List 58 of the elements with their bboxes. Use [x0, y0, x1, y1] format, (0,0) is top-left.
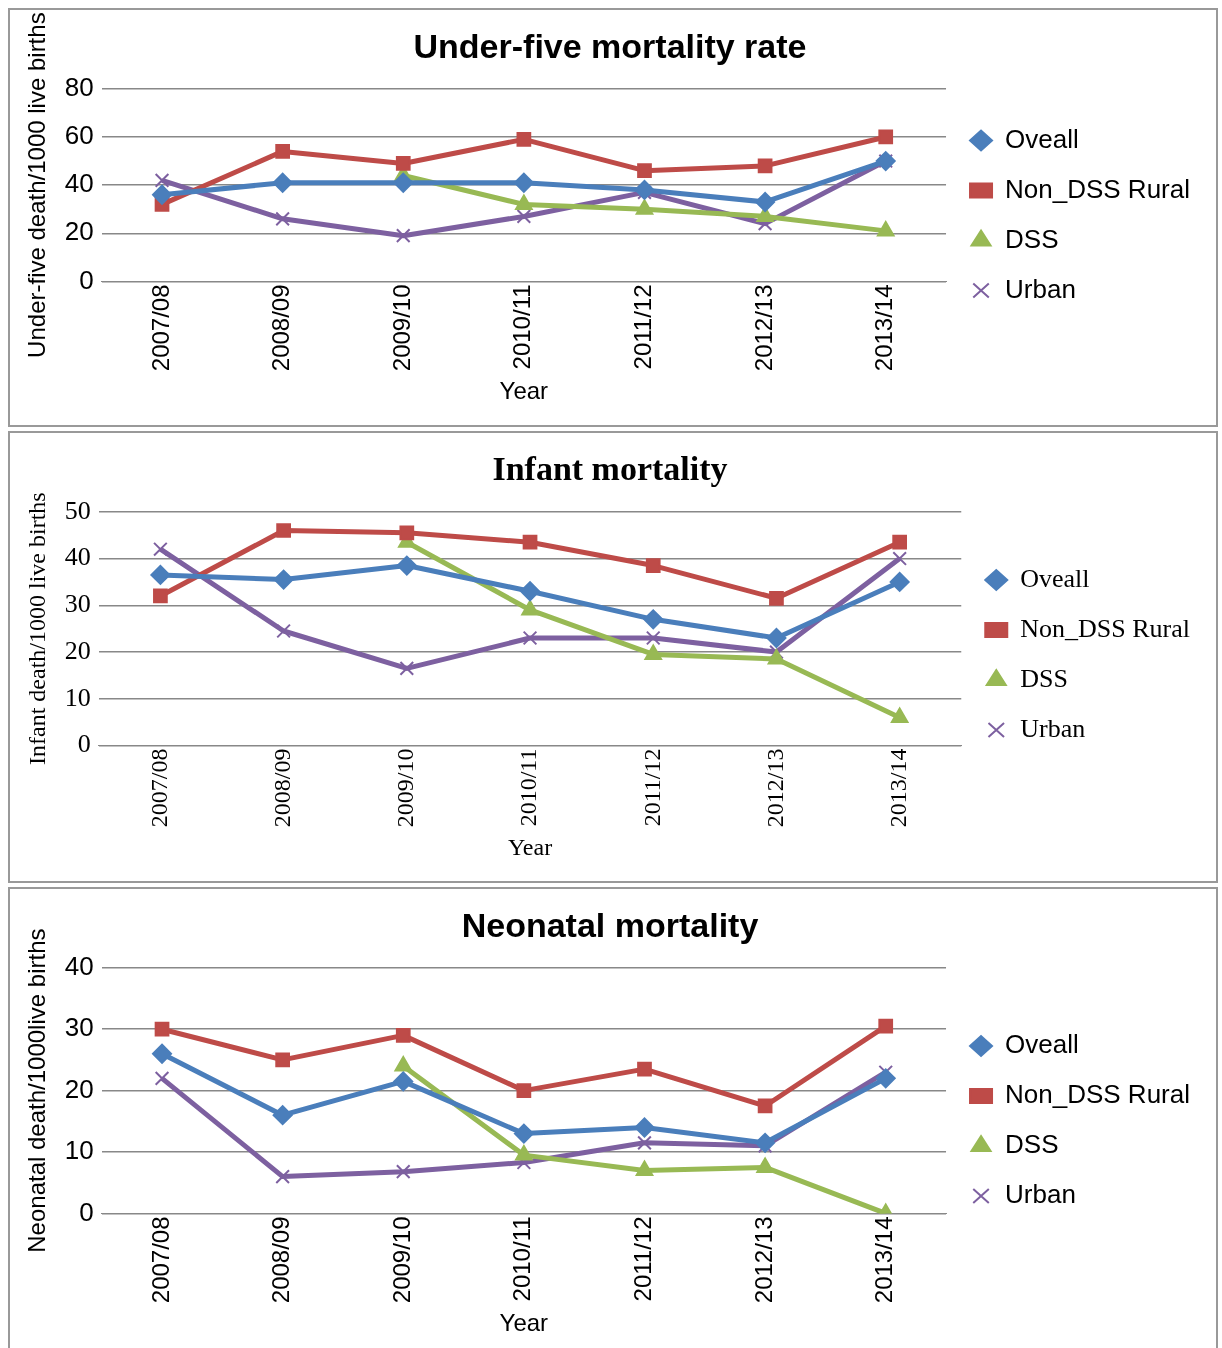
- legend-label: DSS: [1005, 223, 1059, 254]
- chart-title: Neonatal mortality: [461, 905, 759, 944]
- y-tick-label: 0: [79, 264, 94, 295]
- x-tick-label: 2010/11: [515, 748, 542, 827]
- x-tick-label: 2013/14: [884, 748, 911, 828]
- y-tick-label: 0: [77, 729, 91, 759]
- x-tick-label: 2013/14: [870, 284, 898, 372]
- legend-label: Oveall: [1005, 1029, 1079, 1060]
- x-tick-label: 2008/09: [267, 284, 295, 372]
- x-tick-label: 2009/10: [387, 284, 415, 372]
- x-tick-label: 2011/12: [638, 748, 665, 827]
- x-tick-label: 2007/08: [145, 748, 172, 828]
- x-axis-title: Year: [499, 377, 549, 405]
- y-tick-label: 50: [64, 495, 91, 525]
- legend-label: Oveall: [1005, 123, 1079, 154]
- y-axis-title: Under-five death/1000 live births: [23, 12, 51, 358]
- x-tick-label: 2009/10: [387, 1216, 415, 1304]
- x-axis-title: Year: [507, 833, 553, 860]
- y-tick-label: 40: [64, 950, 94, 981]
- y-tick-label: 20: [64, 216, 94, 247]
- y-tick-label: 10: [64, 682, 91, 712]
- x-axis-title: Year: [499, 1309, 549, 1337]
- y-tick-label: 0: [79, 1196, 94, 1227]
- x-tick-label: 2008/09: [267, 1216, 295, 1304]
- y-tick-label: 80: [64, 71, 94, 102]
- legend-label: Urban: [1005, 273, 1076, 304]
- chart-title: Infant mortality: [492, 450, 728, 488]
- x-tick-label: 2012/13: [761, 748, 788, 828]
- y-tick-label: 30: [64, 1012, 94, 1043]
- x-tick-label: 2011/12: [629, 1216, 657, 1302]
- x-tick-label: 2012/13: [749, 284, 777, 372]
- legend-label: DSS: [1020, 663, 1068, 693]
- chart-title: Under-five mortality rate: [413, 26, 807, 65]
- legend-label: Non_DSS Rural: [1005, 173, 1191, 204]
- legend-label: Non_DSS Rural: [1005, 1079, 1191, 1110]
- x-tick-label: 2011/12: [629, 284, 657, 370]
- legend-label: Oveall: [1020, 563, 1090, 593]
- x-tick-label: 2010/11: [508, 1216, 536, 1302]
- legend-label: Urban: [1020, 713, 1086, 743]
- y-tick-label: 20: [64, 635, 91, 665]
- y-tick-label: 40: [64, 542, 91, 572]
- y-tick-label: 40: [64, 168, 94, 199]
- y-axis-title: Neonatal death/1000live births: [23, 928, 51, 1253]
- y-axis-title: Infant death/1000 live births: [23, 492, 50, 765]
- legend-label: Non_DSS Rural: [1020, 613, 1191, 643]
- x-tick-label: 2010/11: [508, 284, 536, 370]
- x-tick-label: 2008/09: [268, 748, 295, 828]
- x-tick-label: 2007/08: [146, 284, 174, 372]
- y-tick-label: 20: [64, 1073, 94, 1104]
- x-tick-label: 2012/13: [749, 1216, 777, 1304]
- y-tick-label: 30: [64, 589, 91, 619]
- x-tick-label: 2013/14: [870, 1216, 898, 1304]
- legend-label: Urban: [1005, 1179, 1076, 1210]
- x-tick-label: 2009/10: [392, 748, 419, 828]
- y-tick-label: 10: [64, 1135, 94, 1166]
- y-tick-label: 60: [64, 120, 94, 151]
- x-tick-label: 2007/08: [146, 1216, 174, 1304]
- legend-label: DSS: [1005, 1129, 1059, 1160]
